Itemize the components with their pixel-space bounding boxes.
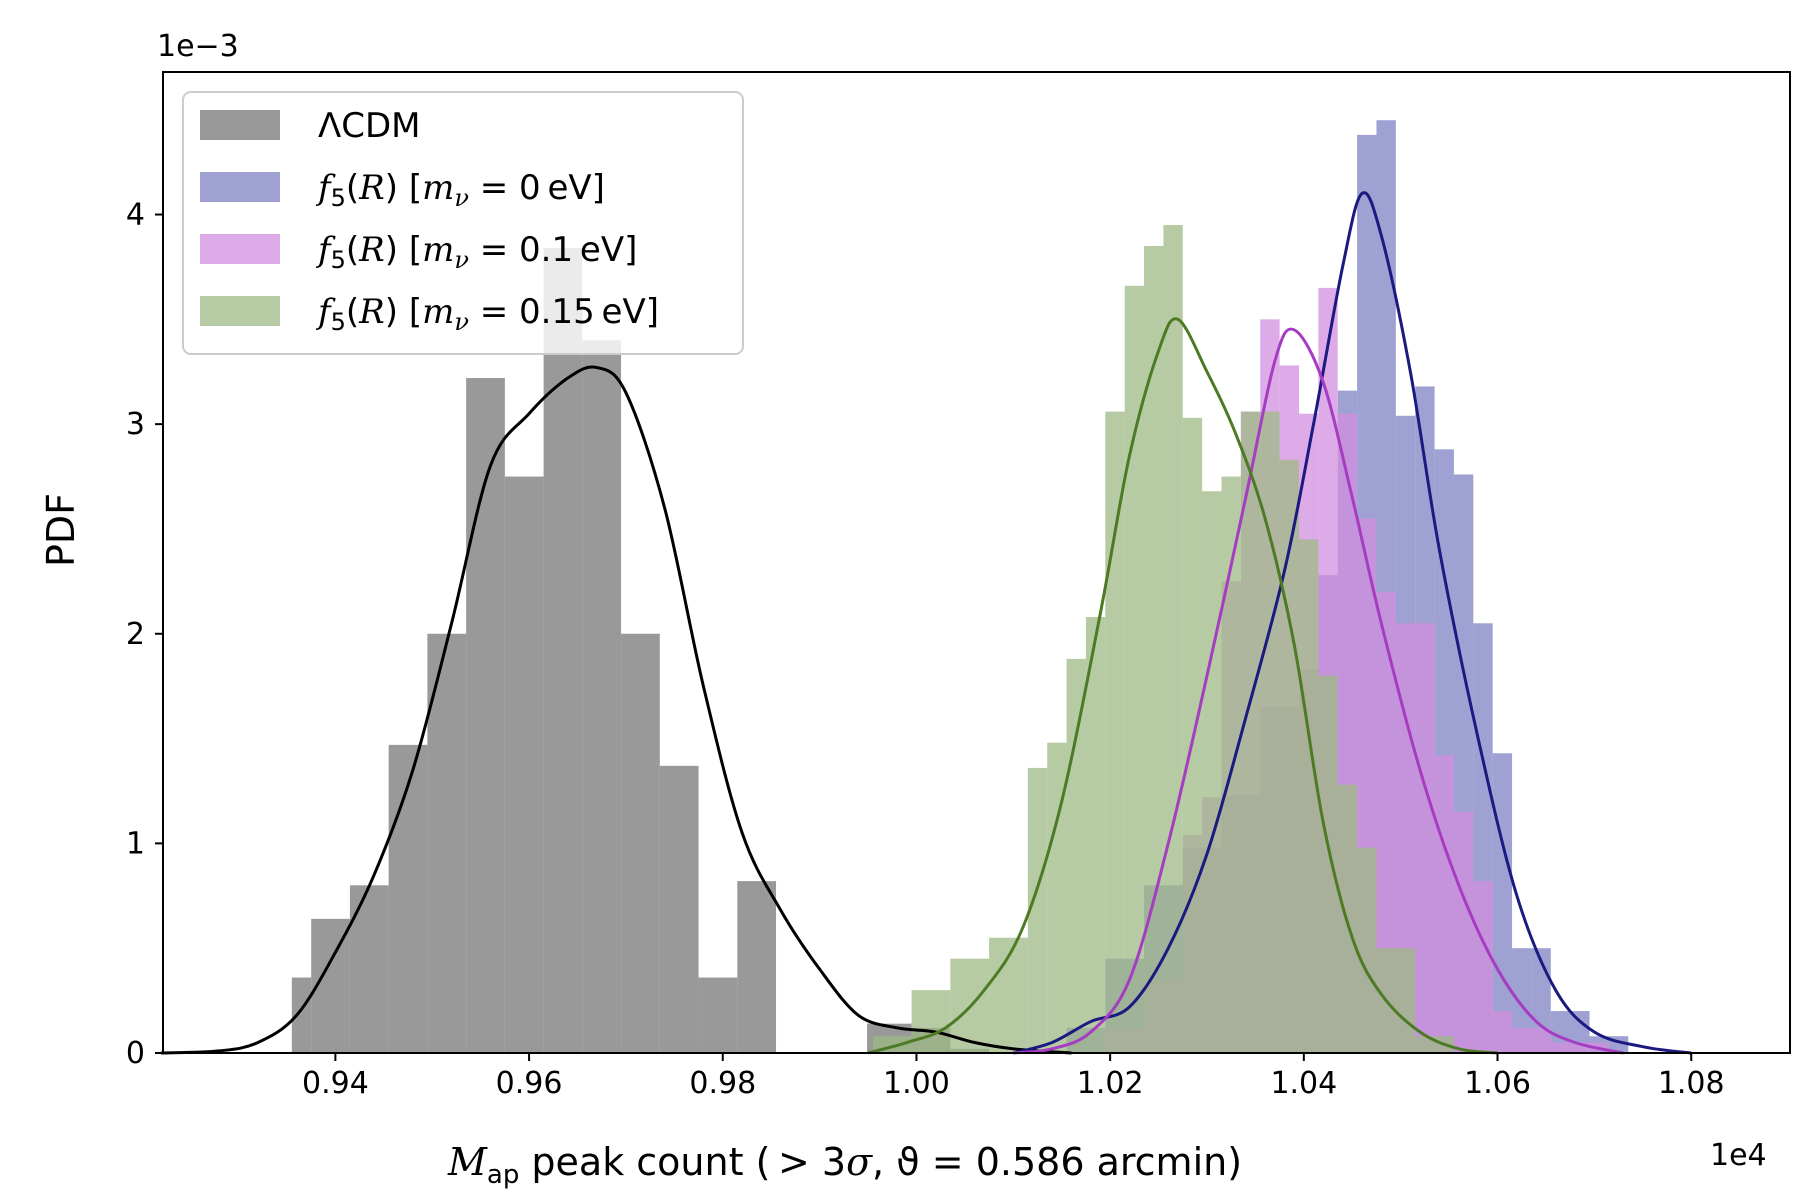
hist-bar bbox=[1221, 476, 1241, 1053]
y-tick-label: 3 bbox=[126, 407, 145, 442]
hist-bar bbox=[1376, 948, 1416, 1053]
hist-bar bbox=[543, 248, 583, 1054]
hist-bar bbox=[388, 744, 428, 1053]
hist-bar bbox=[504, 476, 544, 1053]
hist-bar bbox=[1434, 755, 1454, 1053]
kde-line-3 bbox=[867, 317, 1498, 1055]
hist-bar bbox=[582, 340, 622, 1053]
hist-bar bbox=[1415, 1036, 1454, 1053]
kde-line-0 bbox=[161, 365, 1072, 1055]
hist-bar bbox=[1550, 1042, 1609, 1053]
legend-label: ΛCDM bbox=[318, 106, 421, 146]
legend-box bbox=[182, 91, 744, 355]
x-axis-label-subscript: ap bbox=[487, 1160, 519, 1190]
legend-swatch bbox=[200, 234, 280, 264]
hist-bar bbox=[1124, 285, 1145, 1053]
y-tick-label: 0 bbox=[126, 1036, 145, 1071]
hist-bar bbox=[1492, 1011, 1513, 1053]
x-axis-label-symbol: M bbox=[447, 1140, 488, 1184]
y-axis: 0 1 2 3 4 bbox=[126, 198, 163, 1071]
x-axis-label-theta: , ϑ = 0.586 arcmin) bbox=[872, 1140, 1242, 1184]
hist-bar bbox=[737, 881, 777, 1053]
x-tick-label: 1.06 bbox=[1464, 1066, 1531, 1101]
x-tick-label: 1.08 bbox=[1658, 1066, 1725, 1101]
legend-swatch bbox=[200, 172, 280, 202]
hist-bar bbox=[1473, 881, 1493, 1053]
hist-bar bbox=[1376, 591, 1396, 1053]
hist-bar bbox=[621, 633, 660, 1053]
hist-bar bbox=[1512, 1027, 1551, 1053]
x-axis: 0.94 0.96 0.98 1.00 1.02 1.04 1.06 1.08 bbox=[302, 1053, 1725, 1101]
y-tick-label: 4 bbox=[126, 198, 145, 233]
hist-bar bbox=[291, 977, 312, 1053]
hist-bar bbox=[1163, 225, 1183, 1053]
y-tick-label: 2 bbox=[126, 617, 145, 652]
legend-label: f5(R) [mν = 0 eV] bbox=[315, 168, 605, 212]
hist-bar bbox=[427, 633, 467, 1053]
legend: ΛCDM f5(R) [mν = 0 eV] f5(R) [mν = 0.1 eV]… bbox=[182, 91, 744, 355]
y-tick-label: 1 bbox=[126, 826, 145, 861]
x-tick-label: 0.96 bbox=[496, 1066, 563, 1101]
hist-bar bbox=[1202, 491, 1222, 1053]
x-axis-label-text: peak count ( > 3 bbox=[519, 1140, 846, 1184]
x-tick-label: 1.02 bbox=[1077, 1066, 1144, 1101]
hist-bar bbox=[1279, 459, 1299, 1053]
hist-bar bbox=[1240, 411, 1261, 1054]
hist-bar bbox=[1453, 811, 1474, 1053]
hist-bar bbox=[1085, 617, 1106, 1053]
hist-bar bbox=[911, 990, 951, 1053]
hist-bar bbox=[1492, 753, 1513, 1053]
hist-bar bbox=[349, 885, 389, 1053]
hist-bar bbox=[1144, 245, 1164, 1053]
y-axis-label: PDF bbox=[39, 493, 83, 567]
x-tick-label: 0.94 bbox=[302, 1066, 369, 1101]
hist-bar bbox=[1260, 411, 1280, 1054]
hist-bar bbox=[1066, 658, 1086, 1053]
hist-bar bbox=[1105, 411, 1125, 1054]
hist-bar bbox=[1027, 767, 1048, 1053]
x-axis-label: Map peak count ( > 3σ, ϑ = 0.586 arcmin) bbox=[447, 1140, 1242, 1190]
legend-label: f5(R) [mν = 0.1 eV] bbox=[315, 230, 637, 274]
hist-bar bbox=[1047, 742, 1067, 1053]
plot-area-frame bbox=[162, 71, 1791, 1054]
hist-bar bbox=[1298, 539, 1319, 1053]
hist-bar bbox=[1357, 847, 1377, 1053]
kde-curves bbox=[161, 191, 1692, 1055]
hist-bar bbox=[1318, 675, 1338, 1053]
hist-bar bbox=[1512, 948, 1532, 1053]
hist-bar bbox=[698, 977, 738, 1053]
legend-swatch bbox=[200, 110, 280, 140]
kde-line-1 bbox=[1012, 191, 1692, 1055]
legend-label: f5(R) [mν = 0.15 eV] bbox=[315, 292, 659, 336]
legend-swatch bbox=[200, 296, 280, 326]
x-tick-label: 1.00 bbox=[883, 1066, 950, 1101]
x-offset-text: 1e4 bbox=[1710, 1138, 1767, 1173]
hist-bar bbox=[1415, 623, 1435, 1053]
kde-line-2 bbox=[1013, 327, 1624, 1055]
x-axis-label-sigma: σ bbox=[846, 1140, 873, 1184]
hist-bar bbox=[659, 765, 699, 1053]
x-tick-label: 1.04 bbox=[1270, 1066, 1337, 1101]
y-offset-text: 1e−3 bbox=[157, 29, 239, 64]
x-tick-label: 0.98 bbox=[689, 1066, 756, 1101]
hist-bar bbox=[466, 378, 505, 1053]
histogram-series-0 bbox=[291, 248, 990, 1054]
